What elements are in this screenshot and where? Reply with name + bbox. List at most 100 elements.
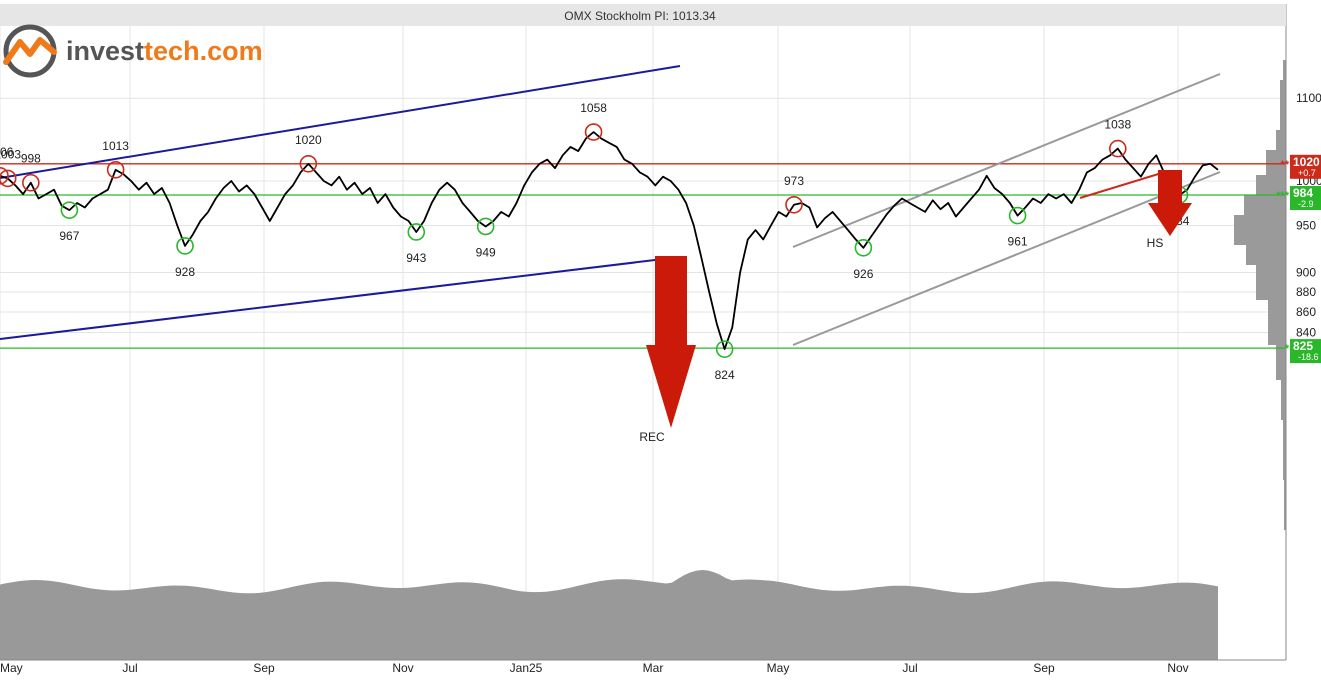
trough-label-824: 824 [715, 368, 735, 382]
blue-channel-lower [0, 256, 681, 340]
profile-bar [1280, 80, 1286, 130]
y-tick-label: 860 [1296, 305, 1316, 319]
peak-label-1006: 1006 [0, 145, 14, 159]
chart-title: OMX Stockholm PI: 1013.34 [564, 9, 716, 23]
trough-label-949: 949 [476, 245, 496, 259]
x-tick-label: Jul [902, 661, 917, 675]
level-tag-value-825: 825 [1293, 339, 1313, 353]
peak-label-1058: 1058 [580, 101, 607, 115]
profile-bar [1246, 245, 1286, 265]
level-tag-value-984: 984 [1293, 186, 1313, 200]
x-tick-label: Jan25 [510, 661, 543, 675]
x-tick-label: Mar [643, 661, 664, 675]
signal-label-hs: HS [1147, 236, 1164, 250]
price-series [0, 131, 1219, 351]
signals: REC HS [639, 170, 1192, 444]
trend-lines [0, 65, 1221, 346]
profile-bar [1284, 480, 1286, 530]
level-tag-bg-1020 [1290, 154, 1321, 179]
y-tick-label: 880 [1296, 285, 1316, 299]
peak-label-1003: 1003 [0, 147, 21, 161]
level-tag-bg-825 [1290, 339, 1321, 364]
trough-marker-967 [60, 201, 79, 219]
x-tick-label: Sep [253, 661, 275, 675]
trough-marker-961 [1008, 206, 1027, 225]
price-line [0, 131, 1219, 351]
peak-label-1038: 1038 [1104, 118, 1131, 132]
gray-channel-lower [792, 171, 1221, 346]
peak-marker-1038 [1108, 139, 1127, 158]
y-tick-label: 900 [1296, 266, 1316, 280]
signal-arrow-hs [1148, 170, 1192, 236]
levels [0, 163, 1286, 349]
profile-bar [1276, 345, 1286, 380]
volume-profile [1234, 60, 1286, 530]
profile-bar [1281, 380, 1286, 420]
x-tick-label: Nov [1167, 661, 1188, 675]
trough-marker-928 [176, 237, 194, 255]
volume-area-shape [0, 570, 1218, 660]
profile-bar [1256, 265, 1286, 300]
x-tick-label: May [767, 661, 790, 675]
y-tick-label: 1100 [1296, 91, 1321, 105]
level-tag-bg-984 [1290, 186, 1321, 211]
peak-marker-1006 [0, 167, 9, 185]
profile-bar [1283, 420, 1286, 480]
peak-marker-1058 [584, 123, 603, 141]
level-tag-pct-984: -2.9 [1298, 199, 1314, 209]
peak-marker-973 [785, 195, 803, 214]
trough-marker-824 [715, 340, 734, 358]
peak-label-1020: 1020 [295, 133, 322, 147]
level-tag-marker-1020: ** [1280, 159, 1289, 171]
peak-marker-1013 [106, 160, 125, 179]
grid [0, 26, 1286, 660]
x-tick-label: May [0, 661, 23, 675]
logo: investtech.com [3, 24, 263, 78]
peak-label-973: 973 [784, 174, 804, 188]
header-bar [0, 4, 1286, 26]
gray-channel-upper [792, 73, 1221, 248]
profile-bar [1244, 195, 1286, 215]
trough-label-943: 943 [406, 251, 426, 265]
level-tags: 1020+0.7 ** 984-2.9 *** 825-18.6 * [1276, 154, 1321, 364]
trough-marker-949 [476, 217, 495, 236]
y-tick-label: 950 [1296, 219, 1316, 233]
trough-marker-926 [854, 238, 873, 257]
profile-bar [1276, 130, 1286, 150]
trough-label-928: 928 [175, 265, 195, 279]
peak-marker-1020 [299, 154, 318, 173]
level-tag-marker-984: *** [1276, 190, 1290, 202]
logo-text-suffix: tech.com [144, 36, 263, 66]
level-tag-value-1020: 1020 [1293, 155, 1320, 169]
hs-neckline [1079, 171, 1166, 199]
profile-bar [1234, 215, 1286, 245]
level-tag-marker-825: * [1285, 343, 1290, 355]
plot-area [0, 26, 1286, 660]
logo-icon [3, 24, 57, 78]
trough-label-961: 961 [1008, 235, 1028, 249]
peak-marker-998 [22, 173, 40, 192]
x-tick-label: Sep [1033, 661, 1055, 675]
level-tag-pct-825: -18.6 [1298, 352, 1319, 362]
trough-label-967: 967 [59, 229, 79, 243]
x-tick-label: Nov [392, 661, 413, 675]
peak-label-1013: 1013 [102, 139, 129, 153]
logo-text-prefix: invest [66, 36, 144, 66]
volume-area [0, 570, 1218, 660]
logo-text: investtech.com [66, 36, 263, 66]
profile-bar [1283, 60, 1286, 80]
extrema-markers: 1003 1013 1020 998 1058 973 1006 1038 967 928 943 9… [0, 101, 1190, 382]
profile-bar [1268, 300, 1286, 345]
y-tick-label: 840 [1296, 325, 1316, 339]
signal-label-rec: REC [639, 430, 665, 444]
signal-arrow-rec [646, 256, 696, 428]
profile-bar [1256, 175, 1286, 195]
profile-bar [1266, 150, 1286, 175]
peak-label-998: 998 [21, 152, 41, 166]
trough-label-926: 926 [853, 267, 873, 281]
blue-channel-upper [0, 65, 681, 179]
trough-marker-943 [407, 223, 426, 241]
